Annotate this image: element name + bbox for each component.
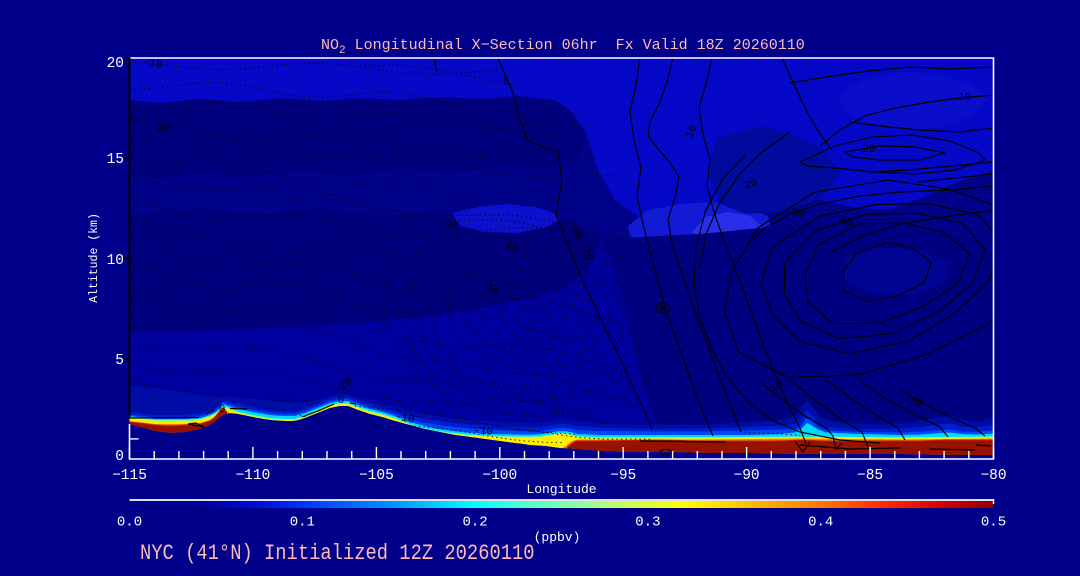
svg-text:20: 20 [862,144,875,156]
svg-text:Altitude (km): Altitude (km) [88,213,101,303]
svg-text:−95: −95 [610,468,636,484]
svg-text:−110: −110 [235,468,270,484]
svg-text:20: 20 [107,56,124,72]
svg-text:0.2: 0.2 [462,515,487,531]
svg-text:-10: -10 [141,56,163,72]
svg-text:NYC (41°N) Initialized 12Z 202: NYC (41°N) Initialized 12Z 20260110 [140,542,535,567]
svg-text:0.5: 0.5 [981,515,1006,531]
svg-text:10: 10 [107,253,124,269]
svg-text:−90: −90 [734,468,760,484]
svg-text:0.4: 0.4 [808,515,833,531]
svg-text:Longitude: Longitude [526,482,596,497]
svg-text:NO2 Longitudinal X−Section 06h: NO2 Longitudinal X−Section 06hr Fx Valid… [321,37,805,57]
svg-text:−100: −100 [482,468,517,484]
svg-text:-10: -10 [393,411,415,427]
svg-text:10: 10 [684,124,701,141]
svg-text:−105: −105 [359,468,394,484]
svg-text:0: 0 [338,395,345,407]
svg-text:10: 10 [957,91,971,104]
svg-text:0.0: 0.0 [117,515,142,531]
svg-text:-30: -30 [438,218,460,233]
svg-text:-40: -40 [497,240,519,256]
svg-text:5: 5 [115,353,124,369]
svg-text:-10: -10 [567,217,584,239]
svg-text:0: 0 [115,449,124,465]
svg-text:20: 20 [743,177,759,192]
svg-text:0.1: 0.1 [290,515,315,531]
svg-text:15: 15 [107,152,124,168]
svg-text:-10: -10 [473,425,494,438]
svg-text:−115: −115 [112,468,147,484]
svg-text:0.3: 0.3 [635,515,660,531]
svg-text:0: 0 [219,404,226,416]
svg-text:0: 0 [660,303,667,315]
svg-text:10: 10 [769,380,786,396]
svg-text:40: 40 [839,216,853,229]
svg-text:20: 20 [908,398,921,410]
svg-text:30: 30 [790,207,805,221]
svg-text:0: 0 [503,77,509,88]
svg-text:(ppbv): (ppbv) [534,530,581,545]
svg-text:-20: -20 [150,122,171,135]
svg-text:−85: −85 [857,468,883,484]
svg-text:−80: −80 [980,468,1006,484]
svg-text:-20: -20 [577,240,594,262]
